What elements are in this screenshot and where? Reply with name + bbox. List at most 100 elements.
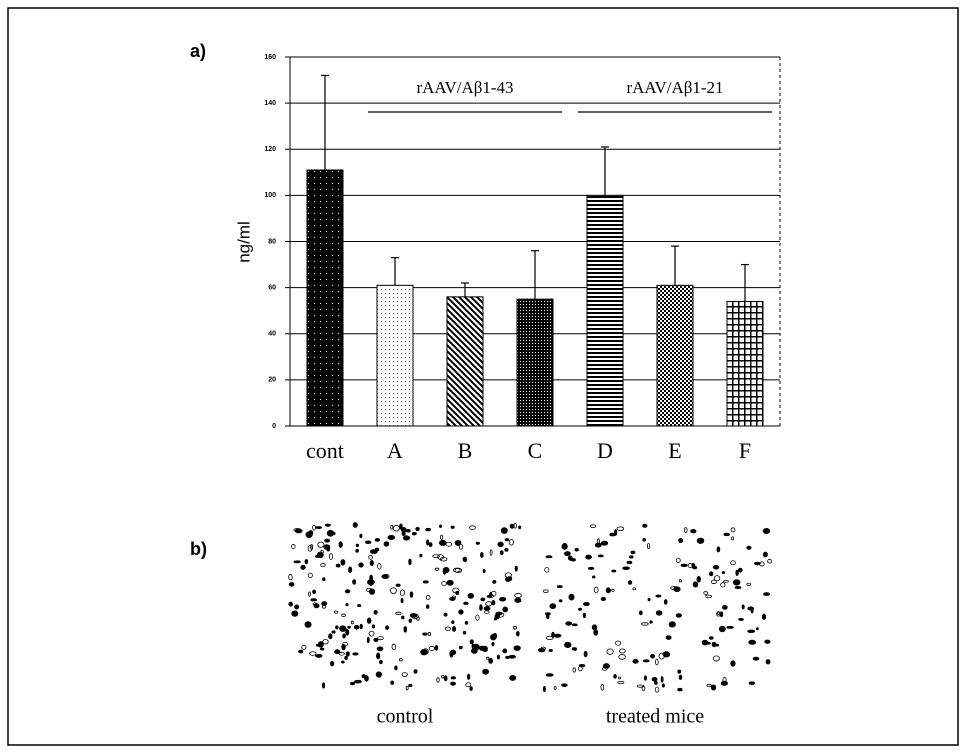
speckle: [709, 637, 713, 640]
micrographs: [289, 523, 772, 693]
speckle: [345, 656, 348, 659]
speckle: [601, 541, 608, 545]
bar: [447, 297, 483, 426]
speckle: [713, 656, 719, 661]
speckle: [372, 625, 374, 628]
speckle: [515, 593, 522, 597]
speckle: [619, 654, 626, 659]
speckle: [702, 640, 708, 645]
speckle: [441, 675, 443, 678]
speckle: [468, 593, 474, 598]
x-tick-label: B: [458, 438, 473, 463]
speckle: [684, 528, 687, 533]
image-caption: treated mice: [606, 706, 704, 728]
speckle: [486, 602, 492, 606]
speckle: [618, 677, 620, 679]
speckle: [642, 623, 649, 625]
speckle: [727, 626, 734, 628]
speckle: [480, 552, 483, 557]
bar: [377, 285, 413, 426]
speckle: [614, 675, 617, 679]
bar: [727, 301, 763, 426]
speckle: [409, 684, 412, 686]
speckle: [410, 592, 413, 598]
speckle: [497, 655, 499, 659]
speckle: [357, 605, 360, 607]
speckle: [586, 555, 592, 559]
speckle: [330, 661, 333, 666]
speckle: [340, 626, 346, 632]
speckle: [423, 633, 427, 635]
speckle: [321, 564, 326, 567]
speckle: [404, 627, 407, 633]
speckle: [377, 563, 381, 569]
speckle: [416, 527, 420, 530]
speckle: [639, 611, 642, 615]
speckle: [647, 543, 649, 548]
speckle: [505, 577, 511, 581]
speckle: [332, 631, 335, 633]
speckle: [644, 676, 646, 680]
speckle: [292, 544, 296, 548]
speckle: [335, 650, 340, 654]
speckle: [578, 608, 581, 610]
speckle: [656, 595, 661, 597]
speckle: [455, 540, 461, 545]
speckle: [652, 677, 657, 681]
speckle: [648, 598, 650, 601]
speckle: [712, 642, 716, 647]
speckle: [619, 649, 625, 653]
speckle: [606, 588, 610, 593]
speckle: [483, 569, 485, 572]
speckle: [308, 546, 312, 552]
speckle: [367, 580, 374, 585]
speckle: [678, 670, 681, 673]
speckle: [554, 634, 561, 637]
speckle: [603, 664, 609, 669]
figure: a) b) ng/ml 020406080100120140160contABC…: [0, 0, 969, 752]
speckle: [592, 625, 597, 630]
group-label: rAAV/Aβ1-21: [626, 78, 723, 97]
speckle: [564, 642, 571, 647]
group-label: rAAV/Aβ1-43: [416, 78, 513, 97]
speckle: [545, 567, 549, 572]
speckle: [464, 602, 469, 604]
bar: [657, 285, 693, 426]
speckle: [544, 590, 549, 593]
speckle: [446, 542, 452, 546]
speckle: [579, 664, 585, 667]
speckle: [351, 621, 353, 624]
speckle: [374, 610, 377, 614]
speckle: [316, 654, 322, 657]
speckle: [503, 607, 508, 612]
speckle: [370, 550, 377, 554]
speckle: [762, 614, 765, 619]
speckle: [476, 615, 479, 620]
speckle: [768, 559, 772, 563]
x-tick-label: F: [739, 438, 751, 463]
y-tick-label: 80: [268, 238, 276, 245]
speckle: [733, 580, 740, 586]
speckle: [463, 557, 467, 562]
speckle: [369, 631, 374, 636]
speckle: [764, 593, 770, 596]
speckle: [693, 582, 698, 587]
speckle: [325, 539, 330, 542]
speckle: [509, 655, 516, 658]
speckle: [349, 567, 352, 573]
speckle: [308, 592, 310, 596]
speckle: [655, 659, 658, 665]
speckle: [598, 555, 603, 557]
speckle: [722, 605, 727, 609]
speckle: [391, 681, 394, 685]
speckle: [402, 616, 405, 619]
speckle: [298, 650, 302, 653]
speckle: [489, 658, 493, 663]
speckle: [584, 651, 587, 657]
speckle: [396, 612, 401, 614]
speckle: [505, 548, 508, 551]
speckle: [437, 678, 439, 683]
speckle: [501, 528, 507, 534]
speckle: [453, 568, 460, 572]
speckle: [679, 675, 682, 679]
